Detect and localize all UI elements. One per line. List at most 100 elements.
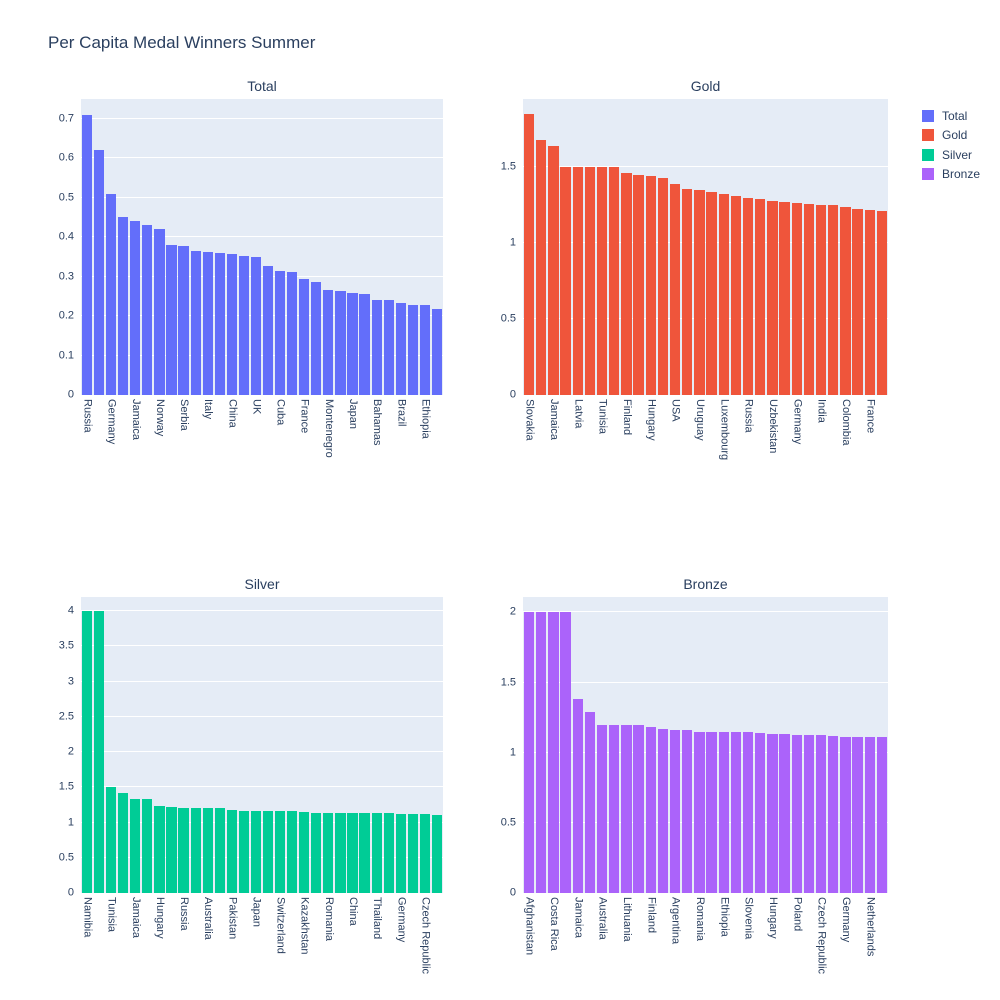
bar[interactable] (299, 278, 310, 395)
bar[interactable] (803, 203, 815, 395)
plot-area-silver[interactable] (81, 597, 443, 893)
bar[interactable] (706, 731, 717, 893)
bar[interactable] (682, 188, 693, 395)
bar[interactable] (755, 199, 766, 395)
bar[interactable] (359, 813, 370, 893)
bar[interactable] (262, 265, 274, 395)
bar[interactable] (226, 253, 237, 395)
bar[interactable] (657, 728, 669, 893)
bar[interactable] (154, 806, 165, 893)
bar[interactable] (840, 736, 851, 893)
bar[interactable] (767, 733, 778, 893)
bar[interactable] (694, 731, 705, 893)
bar[interactable] (633, 174, 644, 395)
bar[interactable] (419, 814, 431, 893)
bar[interactable] (311, 281, 322, 395)
bar[interactable] (238, 810, 250, 893)
bar[interactable] (407, 814, 418, 893)
bar[interactable] (274, 270, 286, 395)
bar[interactable] (852, 736, 863, 893)
bar[interactable] (142, 225, 153, 395)
bar[interactable] (828, 205, 839, 395)
bar[interactable] (718, 731, 729, 893)
bar[interactable] (250, 810, 262, 893)
bar[interactable] (335, 290, 346, 395)
bar[interactable] (864, 736, 875, 893)
bar[interactable] (214, 252, 225, 395)
bar[interactable] (106, 787, 117, 893)
bar[interactable] (876, 737, 888, 893)
plot-area-gold[interactable] (523, 99, 888, 395)
bar[interactable] (166, 807, 177, 893)
bar[interactable] (621, 173, 632, 395)
bar[interactable] (864, 209, 875, 395)
bar[interactable] (755, 733, 766, 893)
bar[interactable] (840, 206, 851, 395)
bar[interactable] (706, 192, 717, 395)
bar[interactable] (548, 146, 559, 395)
bar[interactable] (596, 167, 608, 395)
bar[interactable] (742, 197, 754, 395)
bar[interactable] (81, 114, 93, 395)
bar[interactable] (572, 699, 583, 893)
bar[interactable] (523, 612, 535, 893)
bar[interactable] (828, 735, 839, 893)
bar[interactable] (371, 299, 382, 395)
bar[interactable] (669, 184, 681, 395)
bar[interactable] (287, 811, 298, 893)
bar[interactable] (371, 813, 382, 893)
bar[interactable] (815, 735, 827, 893)
bar[interactable] (767, 200, 778, 395)
bar[interactable] (118, 217, 129, 395)
bar[interactable] (407, 304, 418, 395)
bar[interactable] (633, 724, 644, 893)
bar[interactable] (262, 811, 274, 893)
bar[interactable] (335, 813, 346, 893)
bar[interactable] (226, 809, 237, 893)
bar[interactable] (791, 202, 802, 395)
bar[interactable] (178, 808, 189, 893)
bar[interactable] (779, 734, 790, 893)
bar[interactable] (431, 814, 443, 893)
bar[interactable] (299, 811, 310, 893)
bar[interactable] (572, 167, 583, 395)
bar[interactable] (190, 250, 201, 395)
bar[interactable] (548, 612, 559, 893)
bar[interactable] (238, 256, 250, 395)
bar[interactable] (93, 611, 105, 893)
bar[interactable] (645, 176, 656, 395)
bar[interactable] (287, 272, 298, 395)
bar[interactable] (682, 730, 693, 893)
bar[interactable] (609, 167, 620, 395)
legend-item-silver[interactable]: Silver (922, 145, 980, 165)
bar[interactable] (214, 808, 225, 893)
bar[interactable] (669, 730, 681, 893)
bar[interactable] (876, 211, 888, 395)
bar[interactable] (383, 300, 394, 395)
bar[interactable] (178, 245, 189, 395)
legend-item-gold[interactable]: Gold (922, 126, 980, 146)
bar[interactable] (359, 294, 370, 395)
bar[interactable] (645, 727, 656, 893)
bar[interactable] (202, 252, 213, 395)
bar[interactable] (523, 114, 535, 395)
bar[interactable] (202, 808, 213, 893)
bar[interactable] (347, 813, 358, 893)
bar[interactable] (779, 202, 790, 395)
bar[interactable] (383, 813, 394, 893)
bar[interactable] (621, 724, 632, 893)
bar[interactable] (730, 196, 742, 395)
bar[interactable] (742, 732, 754, 893)
bar[interactable] (323, 289, 334, 395)
bar[interactable] (657, 177, 669, 395)
bar[interactable] (536, 140, 547, 395)
bar[interactable] (791, 735, 802, 893)
bar[interactable] (560, 612, 571, 893)
bar[interactable] (81, 611, 93, 893)
bar[interactable] (274, 811, 286, 893)
bar[interactable] (311, 812, 322, 893)
bar[interactable] (130, 798, 141, 893)
bar[interactable] (584, 167, 596, 395)
bar[interactable] (190, 808, 201, 893)
bar[interactable] (730, 731, 742, 893)
